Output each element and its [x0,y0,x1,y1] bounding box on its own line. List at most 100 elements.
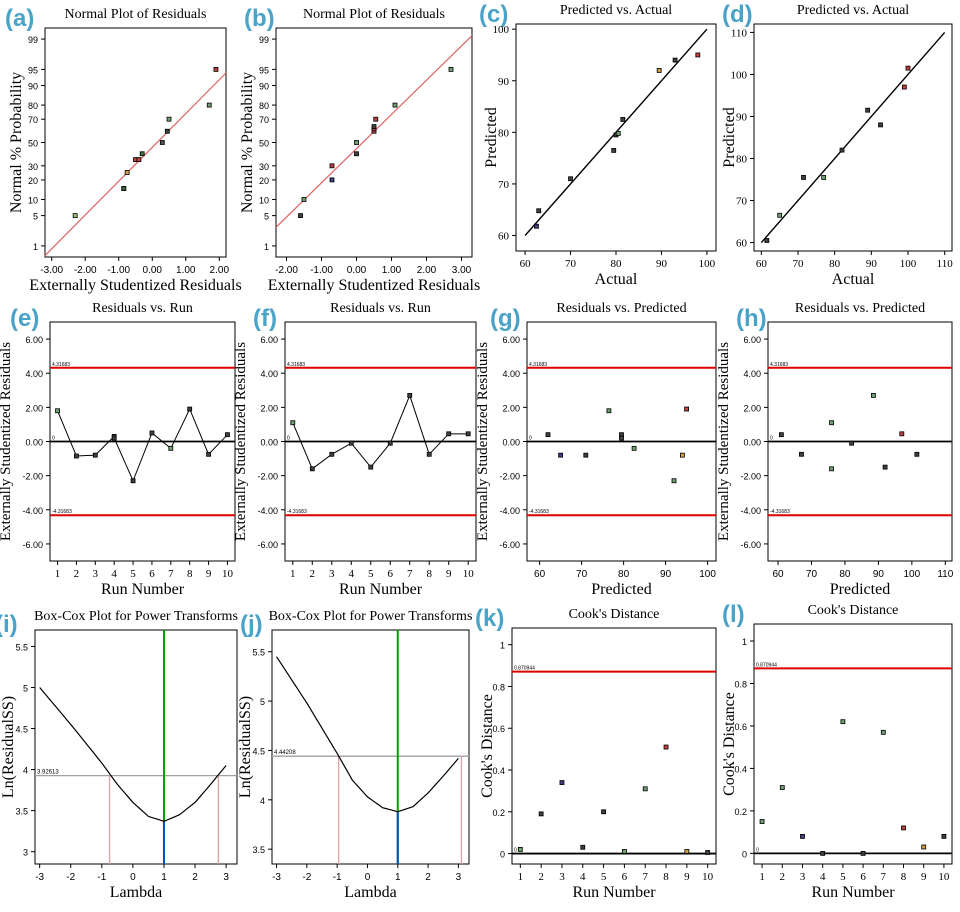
panel-letter: (h) [736,305,767,332]
y-tick-label: -2.00 [257,472,278,482]
x-tick-label: 70 [806,569,818,580]
y-tick-label: -4.00 [740,506,761,516]
x-tick-label: 0 [365,872,371,883]
x-tick-label: 3 [456,872,462,883]
series-line [292,393,469,470]
data-point [620,117,626,122]
data-point [622,849,627,854]
data-point [187,406,193,412]
data-point [695,52,701,58]
data-point [545,432,551,438]
panel-f: (f) Residuals vs. Run 1 2 3 4 5 6 7 8 9 10 -6.00 -4.0… [233,301,477,598]
panel-title: Normal Plot of Residuals [65,7,207,22]
data-point [124,170,130,175]
data-point [426,451,432,457]
panel-letter: (c) [479,1,508,28]
panel-title: Normal Plot of Residuals [303,7,445,22]
x-tick-label: 1 [395,872,401,883]
data-point [558,452,563,458]
panel-letter: (a) [5,5,34,32]
data-point [777,212,783,218]
panel-letter: (k) [475,605,504,632]
boxcox-curve [39,687,227,822]
data-point [914,451,920,457]
y-tick-label: 4.00 [25,369,43,379]
x-axis-label: Run Number [339,581,423,598]
y-tick-label: 80 [28,101,38,111]
y-tick-label: -4.00 [257,506,278,516]
x-tick-label: 3 [329,568,335,580]
data-point [354,140,359,145]
y-tick-label: 0.8 [734,679,747,689]
y-tick-label: 0.6 [734,722,747,732]
y-tick-label: 20 [28,176,38,186]
y-tick-label: 60 [498,231,510,243]
plot-frame [511,627,717,865]
data-point [206,102,212,108]
data-point [821,175,827,180]
y-tick-label: 100 [731,69,748,81]
data-point [705,850,711,855]
x-tick-label: -2 [302,872,311,883]
data-point [136,157,142,163]
y-axis-label: Cook's Distance [479,694,496,798]
zero-label: 0 [756,847,759,853]
data-point [568,176,573,182]
y-tick-label: 0.2 [734,807,747,817]
data-point [759,819,765,824]
y-tick-label: 4.00 [502,369,520,379]
y-tick-label: 5.5 [252,648,265,658]
data-point [941,833,947,839]
data-point [368,464,374,470]
data-point [615,130,621,136]
data-point [800,833,805,839]
y-tick-label: 0 [742,849,747,859]
x-tick-label: 3.00 [452,265,472,276]
x-axis-label: Externally Studentized Residuals [29,277,241,294]
data-point [619,435,624,441]
ci-label: 3.92613 [37,770,59,776]
panel-title: Cook's Distance [808,603,899,618]
x-tick-label: 6 [622,871,628,883]
panel-letter: (l) [722,601,745,628]
x-tick-label: 7 [407,568,413,580]
lower-limit-label: -4.31683 [287,509,307,515]
y-tick-label: -2.00 [22,472,43,482]
x-tick-label: 2 [310,568,316,580]
y-tick-label: 1 [500,641,505,651]
data-point [130,478,136,484]
data-point [559,780,565,785]
y-tick-label: -6.00 [257,540,278,550]
panel-c: (c) Predicted vs. Actual 60 70 80 90 100 60 70 80… [479,1,717,288]
x-tick-label: 100 [699,258,716,270]
panel-letter: (j) [240,611,263,638]
data-point [301,197,307,202]
panel-d: (d) Predicted vs. Actual 60 70 80 90 100 110 60 7… [721,1,953,288]
data-point [371,124,377,129]
panel-letter: (i) [0,611,18,638]
plot-frame [753,23,953,252]
data-point [387,440,393,446]
x-tick-label: 0.00 [347,265,367,276]
data-point [901,825,906,831]
data-point [164,128,170,134]
data-point [849,440,855,446]
data-point [354,151,359,157]
x-tick-label: 2.00 [417,265,437,276]
data-point [213,66,219,72]
y-tick-label: 6.00 [743,335,761,345]
y-tick-label: -2.00 [740,472,761,482]
y-tick-label: 3.5 [252,845,265,855]
y-axis-label: Ln(ResidualSS) [0,696,17,798]
panel-letter: (d) [722,1,753,28]
x-tick-label: 4 [111,568,117,580]
y-tick-label: 10 [259,195,269,205]
x-axis-label: Predicted [830,581,890,598]
x-tick-label: 60 [756,258,768,270]
y-tick-label: 20 [259,176,269,186]
panel-letter: (f) [253,305,277,332]
data-point [899,431,905,437]
y-tick-label: 0.00 [502,438,520,448]
